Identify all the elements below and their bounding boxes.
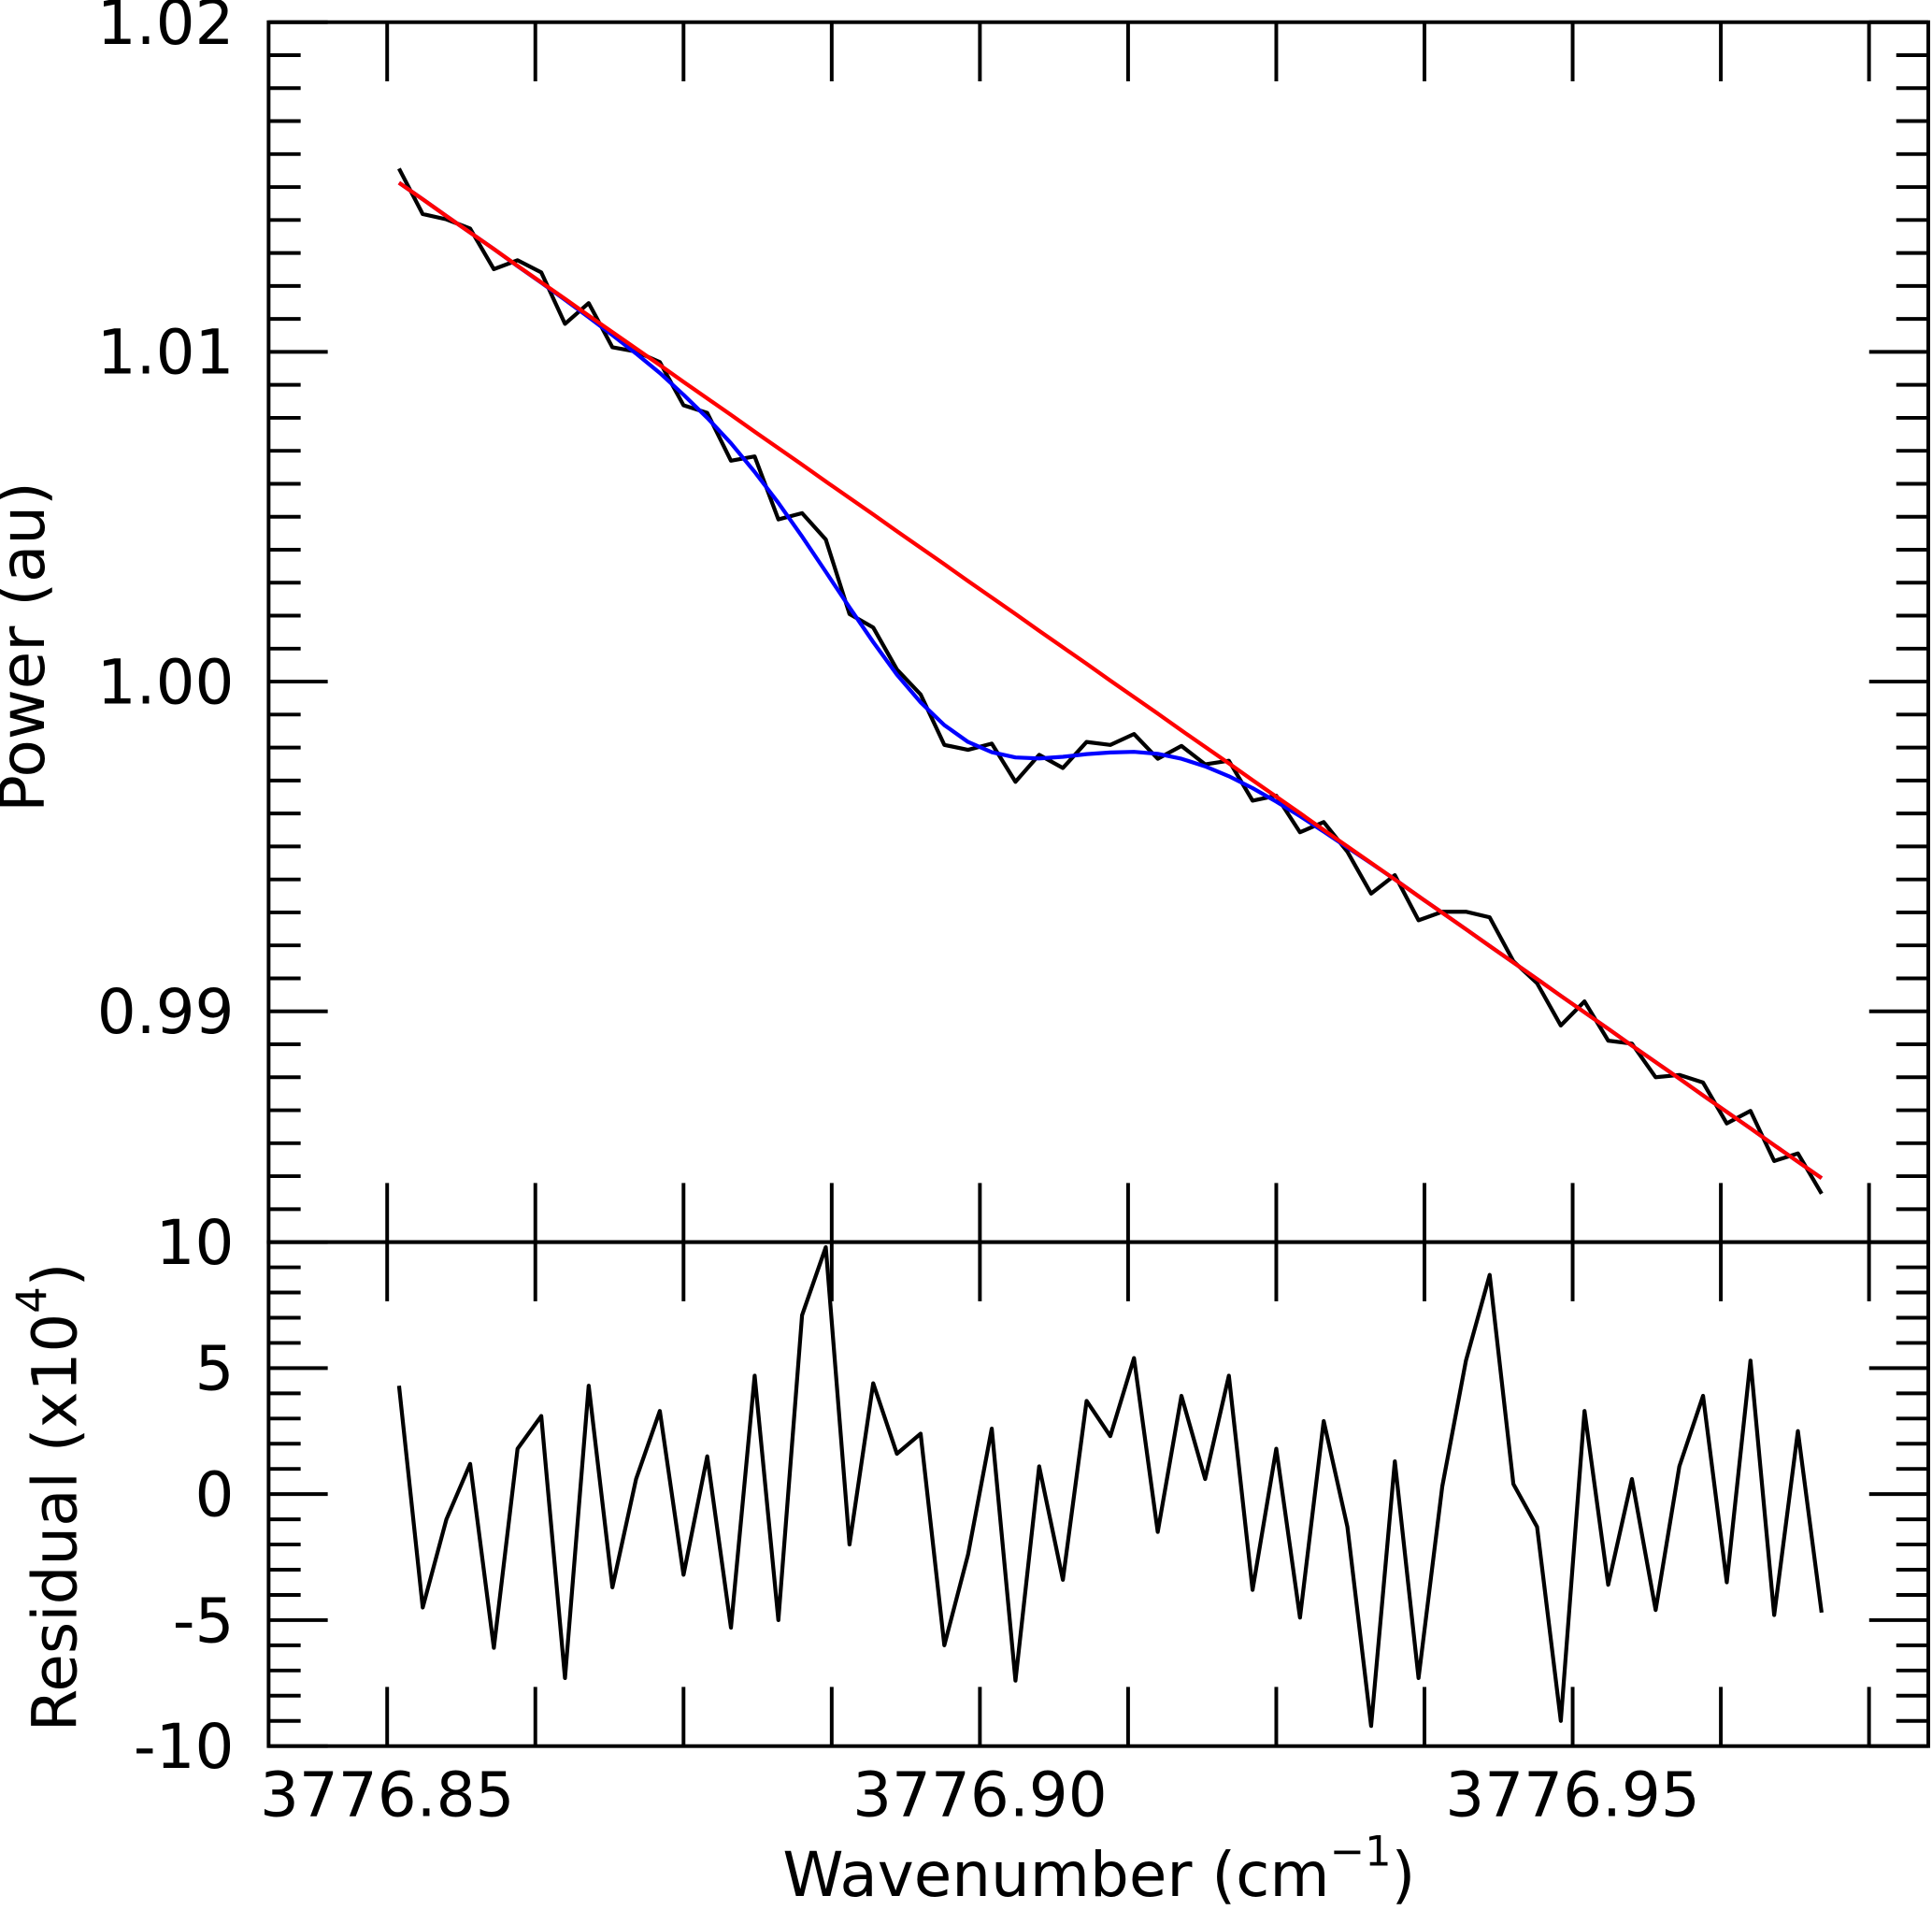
y-tick-label: 1.02 — [97, 0, 235, 59]
y-tick-label: 10 — [156, 1207, 235, 1279]
y-tick-label: 5 — [195, 1333, 235, 1405]
y-tick-label: 0.99 — [97, 976, 235, 1048]
y-axis-label-sup: 4 — [7, 1286, 56, 1314]
y-tick-label: 0 — [195, 1458, 235, 1530]
x-axis-label-sup: −1 — [1330, 1827, 1392, 1876]
x-axis-label: Wavenumber (cm−1) — [782, 1827, 1415, 1910]
x-tick-label: 3776.85 — [260, 1759, 515, 1831]
plot-frame — [266, 20, 1931, 1244]
y-tick-label: 1.00 — [97, 646, 235, 718]
y-axis-label-end: ) — [19, 1262, 91, 1286]
y-axis-label: Residual (x104) — [7, 1262, 91, 1731]
x-axis-label-text: Wavenumber (cm — [782, 1839, 1329, 1910]
y-tick-label: -5 — [173, 1585, 235, 1657]
x-tick-label: 3776.95 — [1445, 1759, 1700, 1831]
plot-frame — [266, 1240, 1931, 1748]
y-axis-label-text: Residual (x10 — [19, 1314, 91, 1732]
y-tick-label: 1.01 — [97, 317, 235, 389]
x-tick-label: 3776.90 — [852, 1759, 1108, 1831]
data-line — [397, 180, 1824, 1180]
y-tick-label: -10 — [134, 1711, 235, 1783]
data-line — [396, 1244, 1824, 1729]
y-axis-label: Power (au) — [0, 481, 59, 812]
x-axis-label-end: ) — [1392, 1839, 1416, 1910]
